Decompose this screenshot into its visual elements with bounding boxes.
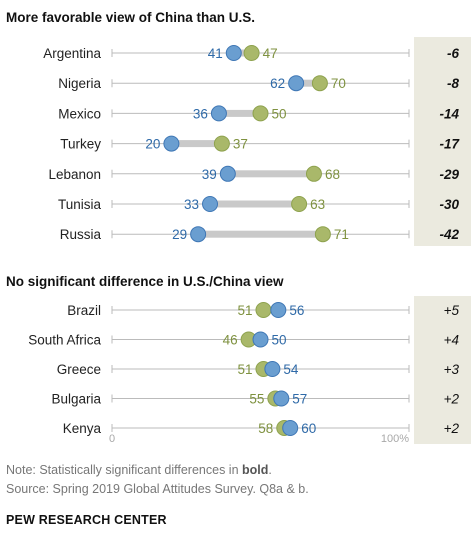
country-label-lebanon: Lebanon (48, 167, 101, 182)
us-dot-kenya (282, 420, 299, 436)
china-value-kenya: 58 (258, 421, 273, 436)
diff-value-brazil: +5 (444, 303, 460, 318)
us-value-russia: 29 (172, 227, 187, 242)
axis-label-min: 0 (109, 433, 115, 445)
chart-source: Source: Spring 2019 Global Attitudes Sur… (6, 482, 309, 496)
us-value-argentina: 41 (208, 46, 223, 61)
diff-value-lebanon: -29 (439, 167, 459, 182)
gap-band-argentina (233, 49, 252, 57)
china-value-bulgaria: 55 (249, 392, 264, 407)
country-label-south-africa: South Africa (28, 333, 101, 348)
chart-note-bold: bold (242, 463, 269, 477)
diff-value-argentina: -6 (447, 46, 459, 61)
us-value-south-africa: 50 (272, 333, 287, 348)
gap-band-mexico (218, 109, 261, 117)
china-value-russia: 71 (334, 227, 349, 242)
diff-value-south-africa: +4 (444, 333, 459, 348)
china-dot-brazil (255, 302, 272, 318)
china-value-lebanon: 68 (325, 167, 340, 182)
country-label-turkey: Turkey (60, 137, 101, 152)
country-label-kenya: Kenya (63, 421, 102, 436)
china-dot-lebanon (305, 165, 322, 182)
country-label-brazil: Brazil (67, 303, 101, 318)
country-label-russia: Russia (60, 227, 102, 242)
us-dot-lebanon (219, 165, 236, 182)
us-dot-argentina (225, 45, 242, 61)
diff-value-nigeria: -8 (447, 76, 459, 91)
us-value-greece: 54 (283, 362, 299, 377)
gap-band-nigeria (296, 79, 320, 87)
china-value-argentina: 47 (263, 46, 278, 61)
us-value-lebanon: 39 (202, 167, 217, 182)
us-value-bulgaria: 57 (292, 392, 307, 407)
country-label-tunisia: Tunisia (58, 197, 102, 212)
china-value-brazil: 51 (237, 303, 252, 318)
us-dot-turkey (163, 135, 180, 152)
us-value-mexico: 36 (193, 106, 208, 121)
country-label-argentina: Argentina (43, 46, 101, 61)
diff-value-russia: -42 (439, 227, 459, 242)
china-dot-turkey (213, 135, 230, 152)
us-dot-greece (264, 361, 281, 377)
china-value-tunisia: 63 (310, 197, 325, 212)
country-label-bulgaria: Bulgaria (51, 392, 101, 407)
china-value-turkey: 37 (233, 137, 248, 152)
diff-value-bulgaria: +2 (444, 392, 460, 407)
us-dot-south-africa (252, 331, 269, 348)
diff-value-greece: +3 (444, 362, 460, 377)
china-value-greece: 51 (237, 362, 252, 377)
us-dot-bulgaria (273, 390, 290, 407)
gap-band-lebanon (227, 170, 314, 178)
china-value-nigeria: 70 (331, 76, 346, 91)
section-title-1: No significant difference in U.S./China … (6, 274, 284, 289)
us-value-turkey: 20 (145, 137, 160, 152)
chart-note: Note: Statistically significant differen… (6, 463, 272, 477)
country-label-greece: Greece (57, 362, 101, 377)
us-value-nigeria: 62 (270, 76, 285, 91)
section-title-0: More favorable view of China than U.S. (6, 10, 255, 25)
china-value-mexico: 50 (272, 106, 287, 121)
axis-label-max: 100% (381, 433, 409, 445)
gap-band-turkey (171, 140, 222, 148)
diff-value-tunisia: -30 (439, 197, 459, 212)
gap-band-tunisia (210, 200, 300, 208)
us-value-kenya: 60 (301, 421, 316, 436)
us-dot-mexico (210, 105, 227, 122)
china-dot-nigeria (311, 75, 328, 92)
diff-panel-1 (414, 296, 471, 444)
china-dot-russia (314, 226, 331, 243)
country-label-mexico: Mexico (58, 106, 101, 121)
china-dot-tunisia (291, 196, 308, 212)
diff-value-mexico: -14 (439, 106, 459, 121)
diff-value-turkey: -17 (439, 137, 460, 152)
china-dot-argentina (243, 45, 260, 61)
us-value-tunisia: 33 (184, 197, 199, 212)
gap-band-russia (198, 230, 323, 238)
us-dot-russia (190, 226, 207, 243)
diff-panel-0 (414, 37, 471, 246)
us-value-brazil: 56 (289, 303, 304, 318)
china-value-south-africa: 46 (223, 333, 238, 348)
brand-label: PEW RESEARCH CENTER (6, 513, 167, 527)
china-dot-mexico (252, 105, 269, 122)
us-dot-tunisia (202, 196, 219, 212)
us-dot-nigeria (288, 75, 305, 92)
country-label-nigeria: Nigeria (58, 76, 101, 91)
diff-value-kenya: +2 (444, 421, 460, 436)
us-dot-brazil (270, 302, 287, 318)
